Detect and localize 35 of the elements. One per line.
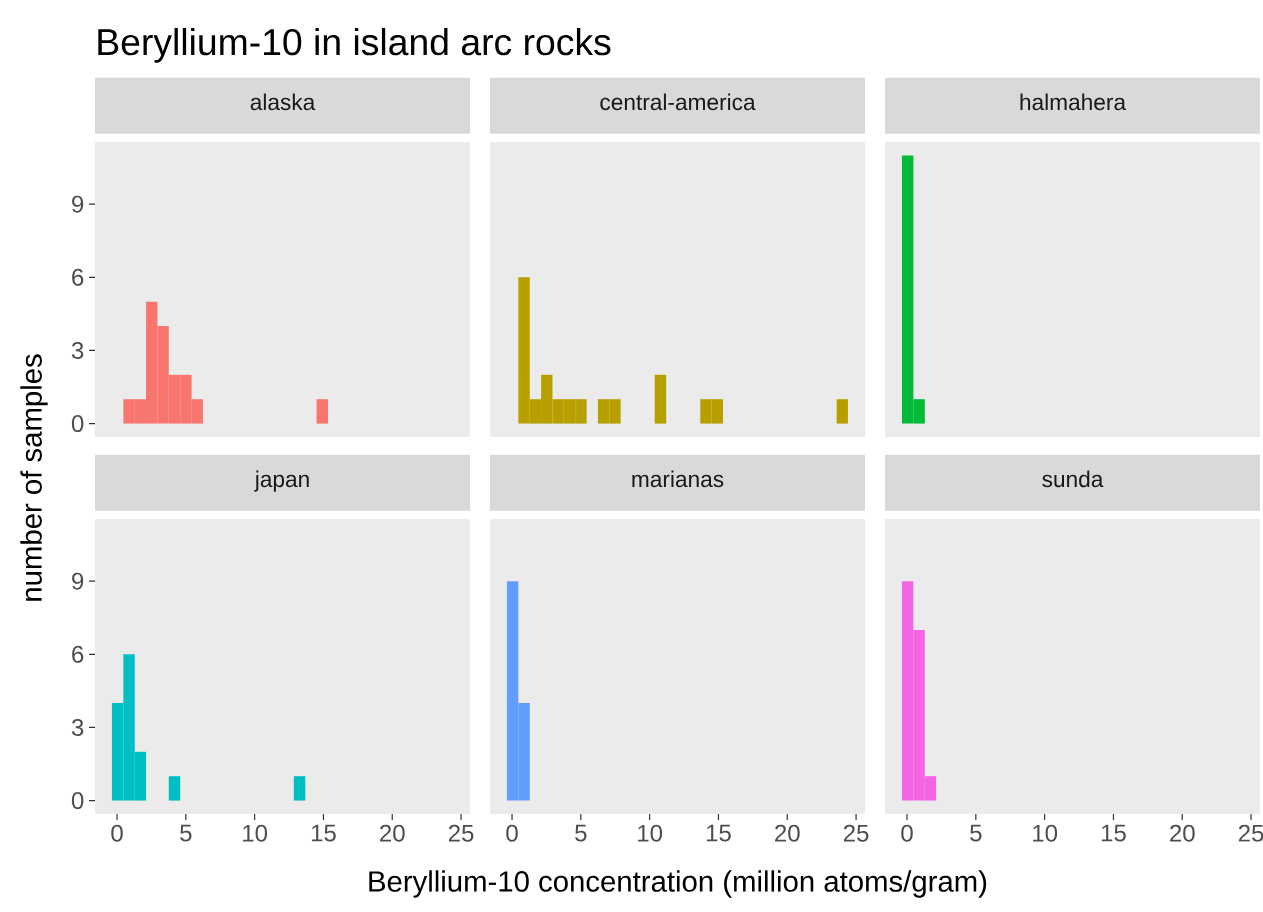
chart-subtitle: alaska <box>250 93 316 111</box>
y-tick-label: 0 <box>71 792 84 810</box>
y-tick-label: 9 <box>72 195 84 213</box>
x-tick-label: 5 <box>970 824 982 842</box>
x-tick-label: 25 <box>1238 824 1263 842</box>
x-tick-label: 15 <box>1101 824 1126 842</box>
x-tick-label: 20 <box>1170 824 1195 842</box>
x-tick-label: 0 <box>111 824 123 842</box>
x-tick-label: 20 <box>380 824 405 842</box>
x-tick-label: 0 <box>901 824 913 842</box>
x-tick-label: 20 <box>775 824 800 842</box>
y-tick-label: 3 <box>71 341 84 359</box>
x-tick-label: 5 <box>575 824 587 842</box>
chart-subtitle: japan <box>254 470 309 492</box>
y-tick-label: 9 <box>72 572 84 590</box>
chart-subtitle: halmahera <box>1020 93 1127 111</box>
chart-subtitle: sunda <box>1042 470 1104 488</box>
x-tick-label: 10 <box>1033 824 1058 842</box>
x-tick-label: 10 <box>638 824 663 842</box>
x-tick-label: 5 <box>180 824 192 842</box>
y-tick-label: 0 <box>71 415 84 433</box>
chart-subtitle: central-america <box>600 93 756 111</box>
y-tick-label: 6 <box>72 268 84 286</box>
x-tick-label: 10 <box>243 824 268 842</box>
y-tick-label: 6 <box>72 645 84 663</box>
x-tick-label: 15 <box>706 824 731 842</box>
x-tick-label: 15 <box>311 824 336 842</box>
x-tick-label: 25 <box>448 824 474 842</box>
y-tick-label: 3 <box>71 718 84 736</box>
x-axis-title: Beryllium-10 concentration (million atoms/gram) <box>369 870 987 898</box>
x-tick-label: 0 <box>506 824 518 842</box>
chart-subtitle: marianas <box>632 470 724 488</box>
x-tick-label: 25 <box>843 824 869 842</box>
chart-title: Beryllium-10 in island arc rocks <box>98 27 611 63</box>
y-axis-title: number of samples <box>20 354 48 601</box>
